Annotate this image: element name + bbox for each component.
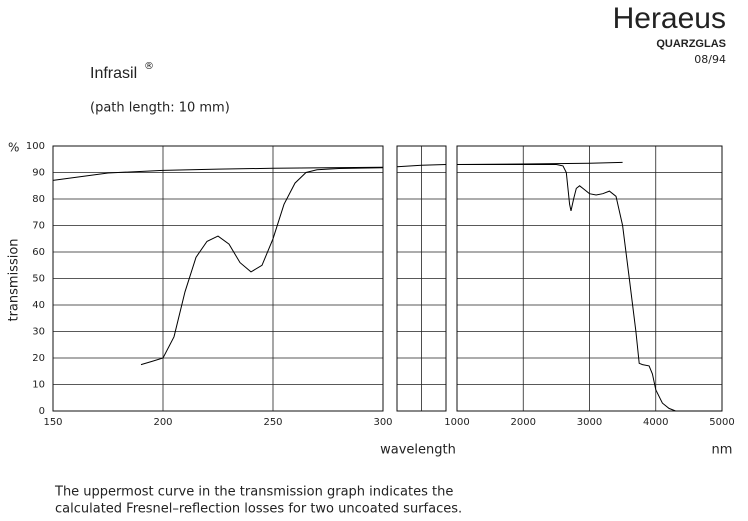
x-tick-label: 1000: [444, 417, 469, 428]
x-tick-label: 2000: [511, 417, 536, 428]
y-tick-label: 30: [32, 327, 45, 338]
y-tick-label: 80: [32, 194, 45, 205]
y-tick-label: 40: [32, 300, 45, 311]
x-tick-label: 150: [43, 417, 62, 428]
x-tick-label: 300: [373, 417, 392, 428]
transmission-curve: [140, 167, 384, 366]
transmission-curve: [52, 166, 384, 181]
y-tick-label: 0: [39, 406, 45, 417]
x-tick-label: 4000: [643, 417, 668, 428]
transmission-curve: [457, 164, 722, 412]
plot-frame: [456, 145, 723, 412]
x-tick-label: 3000: [577, 417, 602, 428]
x-tick-label: 250: [263, 417, 282, 428]
y-tick-label: 70: [32, 221, 45, 232]
brand: Heraeus: [613, 2, 726, 35]
y-unit: %: [8, 141, 19, 155]
division: QUARZGLAS: [656, 38, 726, 50]
x-tick-label: 5000: [709, 417, 734, 428]
y-tick-label: 90: [32, 168, 45, 179]
x-axis-label: wavelength: [380, 443, 456, 458]
note-line: calculated Fresnel–reflection losses for…: [55, 502, 462, 517]
plot-frame: [52, 145, 384, 412]
plot-frame: [396, 145, 447, 412]
y-tick-label: 10: [32, 380, 45, 391]
y-tick-label: 100: [26, 141, 45, 152]
y-tick-label: 20: [32, 353, 45, 364]
x-tick-label: 200: [153, 417, 172, 428]
transmission-curve: [396, 164, 447, 168]
subtitle: (path length: 10 mm): [90, 101, 230, 116]
product: Infrasil: [90, 65, 137, 82]
note-line: The uppermost curve in the transmission …: [54, 485, 453, 500]
y-axis-label: transmission: [7, 238, 22, 321]
y-tick-label: 60: [32, 247, 45, 258]
product-mark: ®: [144, 61, 154, 72]
y-tick-label: 50: [32, 274, 45, 285]
date: 08/94: [694, 53, 726, 66]
x-unit: nm: [712, 443, 733, 458]
